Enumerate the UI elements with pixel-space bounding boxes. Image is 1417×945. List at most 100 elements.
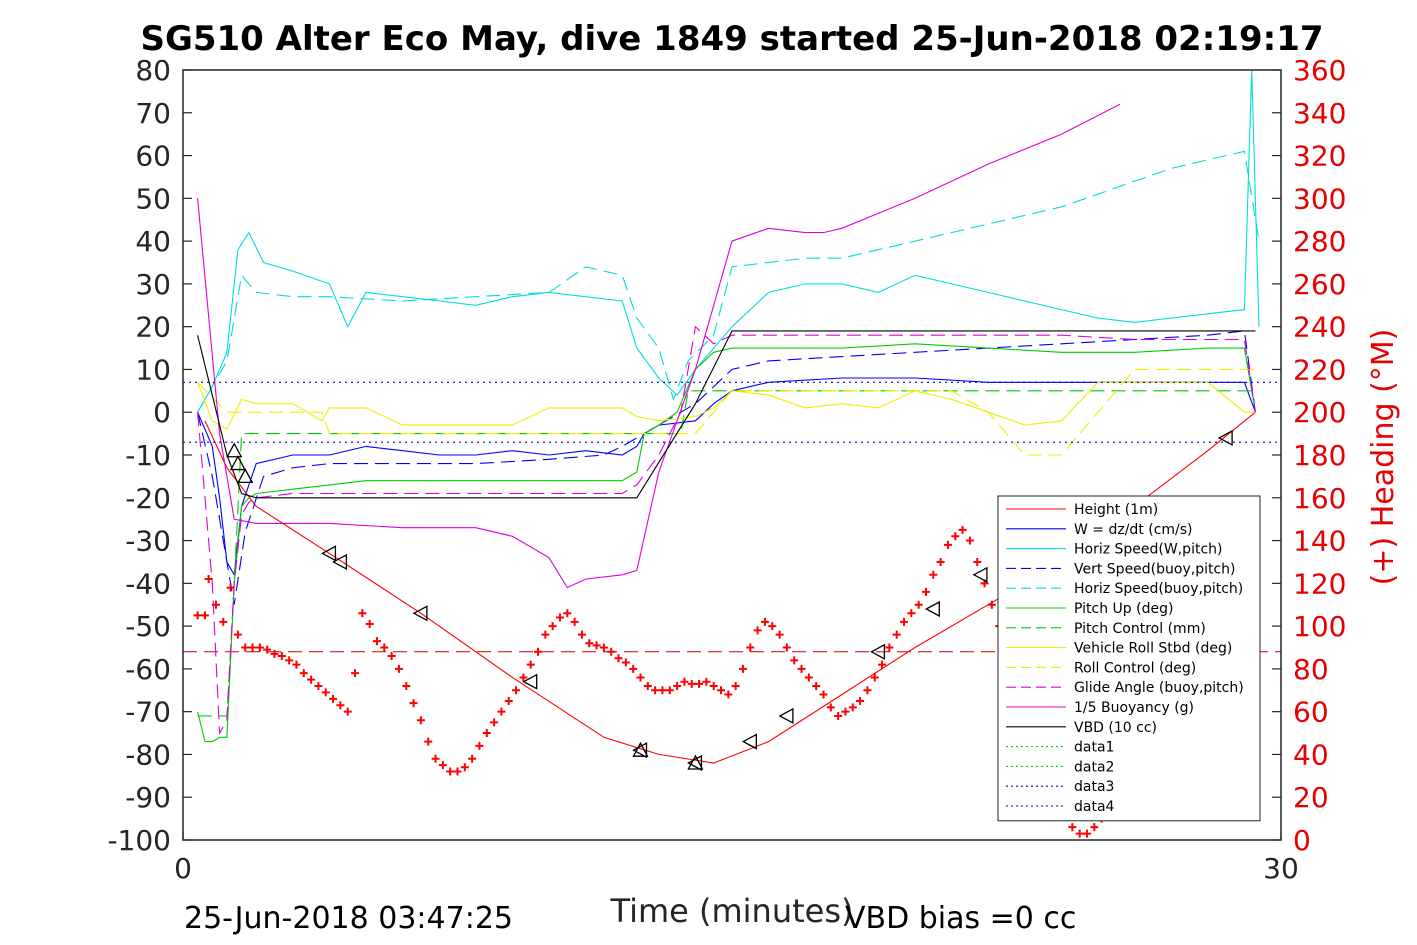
legend-entry: Glide Angle (buoy,pitch) [1074,680,1244,696]
triangle-up-marker [226,442,243,458]
heading-point [965,536,974,545]
heading-point [541,630,550,639]
y-axis-right-label: (+) Heading (°M) [1366,329,1401,586]
y-tick-label: -70 [125,696,171,729]
heading-point [200,611,209,620]
heading-point [307,675,316,684]
heading-point [490,718,499,727]
y-right-tick-label: 340 [1293,97,1346,130]
heading-point [753,626,762,635]
y-right-tick-label: 360 [1293,54,1346,87]
heading-point [453,767,462,776]
heading-point [343,707,352,716]
heading-point [585,639,594,648]
y-tick-label: -20 [125,482,171,515]
legend-entry: Roll Control (deg) [1074,660,1196,676]
heading-point [592,641,601,650]
heading-point [607,647,616,656]
heading-point [621,658,630,667]
heading-point [555,613,564,622]
y-right-tick-label: 120 [1293,567,1346,600]
heading-point [1075,829,1084,838]
legend-entry: Vehicle Roll Stbd (deg) [1074,641,1232,657]
heading-point [680,677,689,686]
heading-point [380,643,389,652]
heading-point [270,649,279,658]
y-right-tick-label: 220 [1293,353,1346,386]
heading-point [519,673,528,682]
heading-point [936,557,945,566]
heading-point [812,682,821,690]
triangle-left-marker [1217,429,1233,446]
heading-point [241,643,250,652]
heading-point [929,570,938,579]
heading-point [841,707,850,716]
heading-point [790,656,799,665]
heading-point [973,557,982,566]
triangle-left-marker [332,553,348,571]
series-line-6 [197,343,1256,743]
triangle-left-marker [632,742,648,759]
series-line-5 [197,150,1260,413]
heading-point [878,660,887,669]
heading-point [673,682,682,690]
heading-point [226,583,235,592]
heading-point [768,622,777,631]
heading-point [636,673,645,682]
series-line-12 [197,330,1256,499]
heading-point [336,701,345,710]
heading-point [497,707,506,716]
heading-point [900,617,909,626]
y-right-tick-label: 300 [1293,182,1346,215]
y-right-tick-label: 260 [1293,268,1346,301]
heading-point [563,609,572,618]
heading-point [475,741,484,750]
triangle-left-marker [741,733,757,750]
heading-point [614,654,623,663]
triangle-left-marker [924,600,940,618]
triangle-up-marker [687,754,704,770]
legend-entry: data3 [1074,779,1114,795]
triangle-up-marker [237,468,254,484]
footer-timestamp: 25-Jun-2018 03:47:25 [184,901,513,936]
y-right-tick-label: 40 [1293,738,1329,771]
legend-entry: Vert Speed(buoy,pitch) [1074,561,1236,577]
heading-point [534,647,543,656]
triangle-left-marker [687,754,703,772]
y-right-tick-label: 100 [1293,610,1346,643]
series-line-9 [197,368,1256,456]
triangle-left-marker [778,707,794,725]
y-axis-right: 3603403203002802602402202001801601401201… [1293,54,1346,857]
heading-point [211,600,220,609]
series-line-11 [197,103,1121,589]
y-right-tick-label: 140 [1293,525,1346,558]
heading-point [248,643,257,652]
heading-point [804,673,813,682]
y-tick-label: 0 [153,396,171,429]
x-tick-label: 30 [1263,852,1299,885]
legend-entry: Height (1m) [1074,502,1158,518]
heading-point [885,643,894,652]
legend-entry: Pitch Control (mm) [1074,621,1206,637]
heading-point [504,696,513,705]
y-right-tick-label: 320 [1293,140,1346,173]
heading-point [255,643,264,652]
y-tick-label: -30 [125,525,171,558]
heading-point [204,575,213,584]
heading-point [329,694,338,703]
legend-entry: VBD (10 cc) [1074,720,1157,736]
heading-point [651,686,660,695]
y-tick-label: -80 [125,738,171,771]
heading-point [351,669,360,678]
heading-point [826,703,835,712]
legend-entry: W = dz/dt (cm/s) [1074,522,1193,538]
heading-point [468,754,477,763]
legend-entry: 1/5 Buoyancy (g) [1074,700,1194,716]
heading-point [907,609,916,618]
heading-point [687,679,696,688]
heading-point [987,600,996,609]
heading-point [263,645,272,654]
heading-point [416,716,425,725]
heading-point [863,686,872,695]
